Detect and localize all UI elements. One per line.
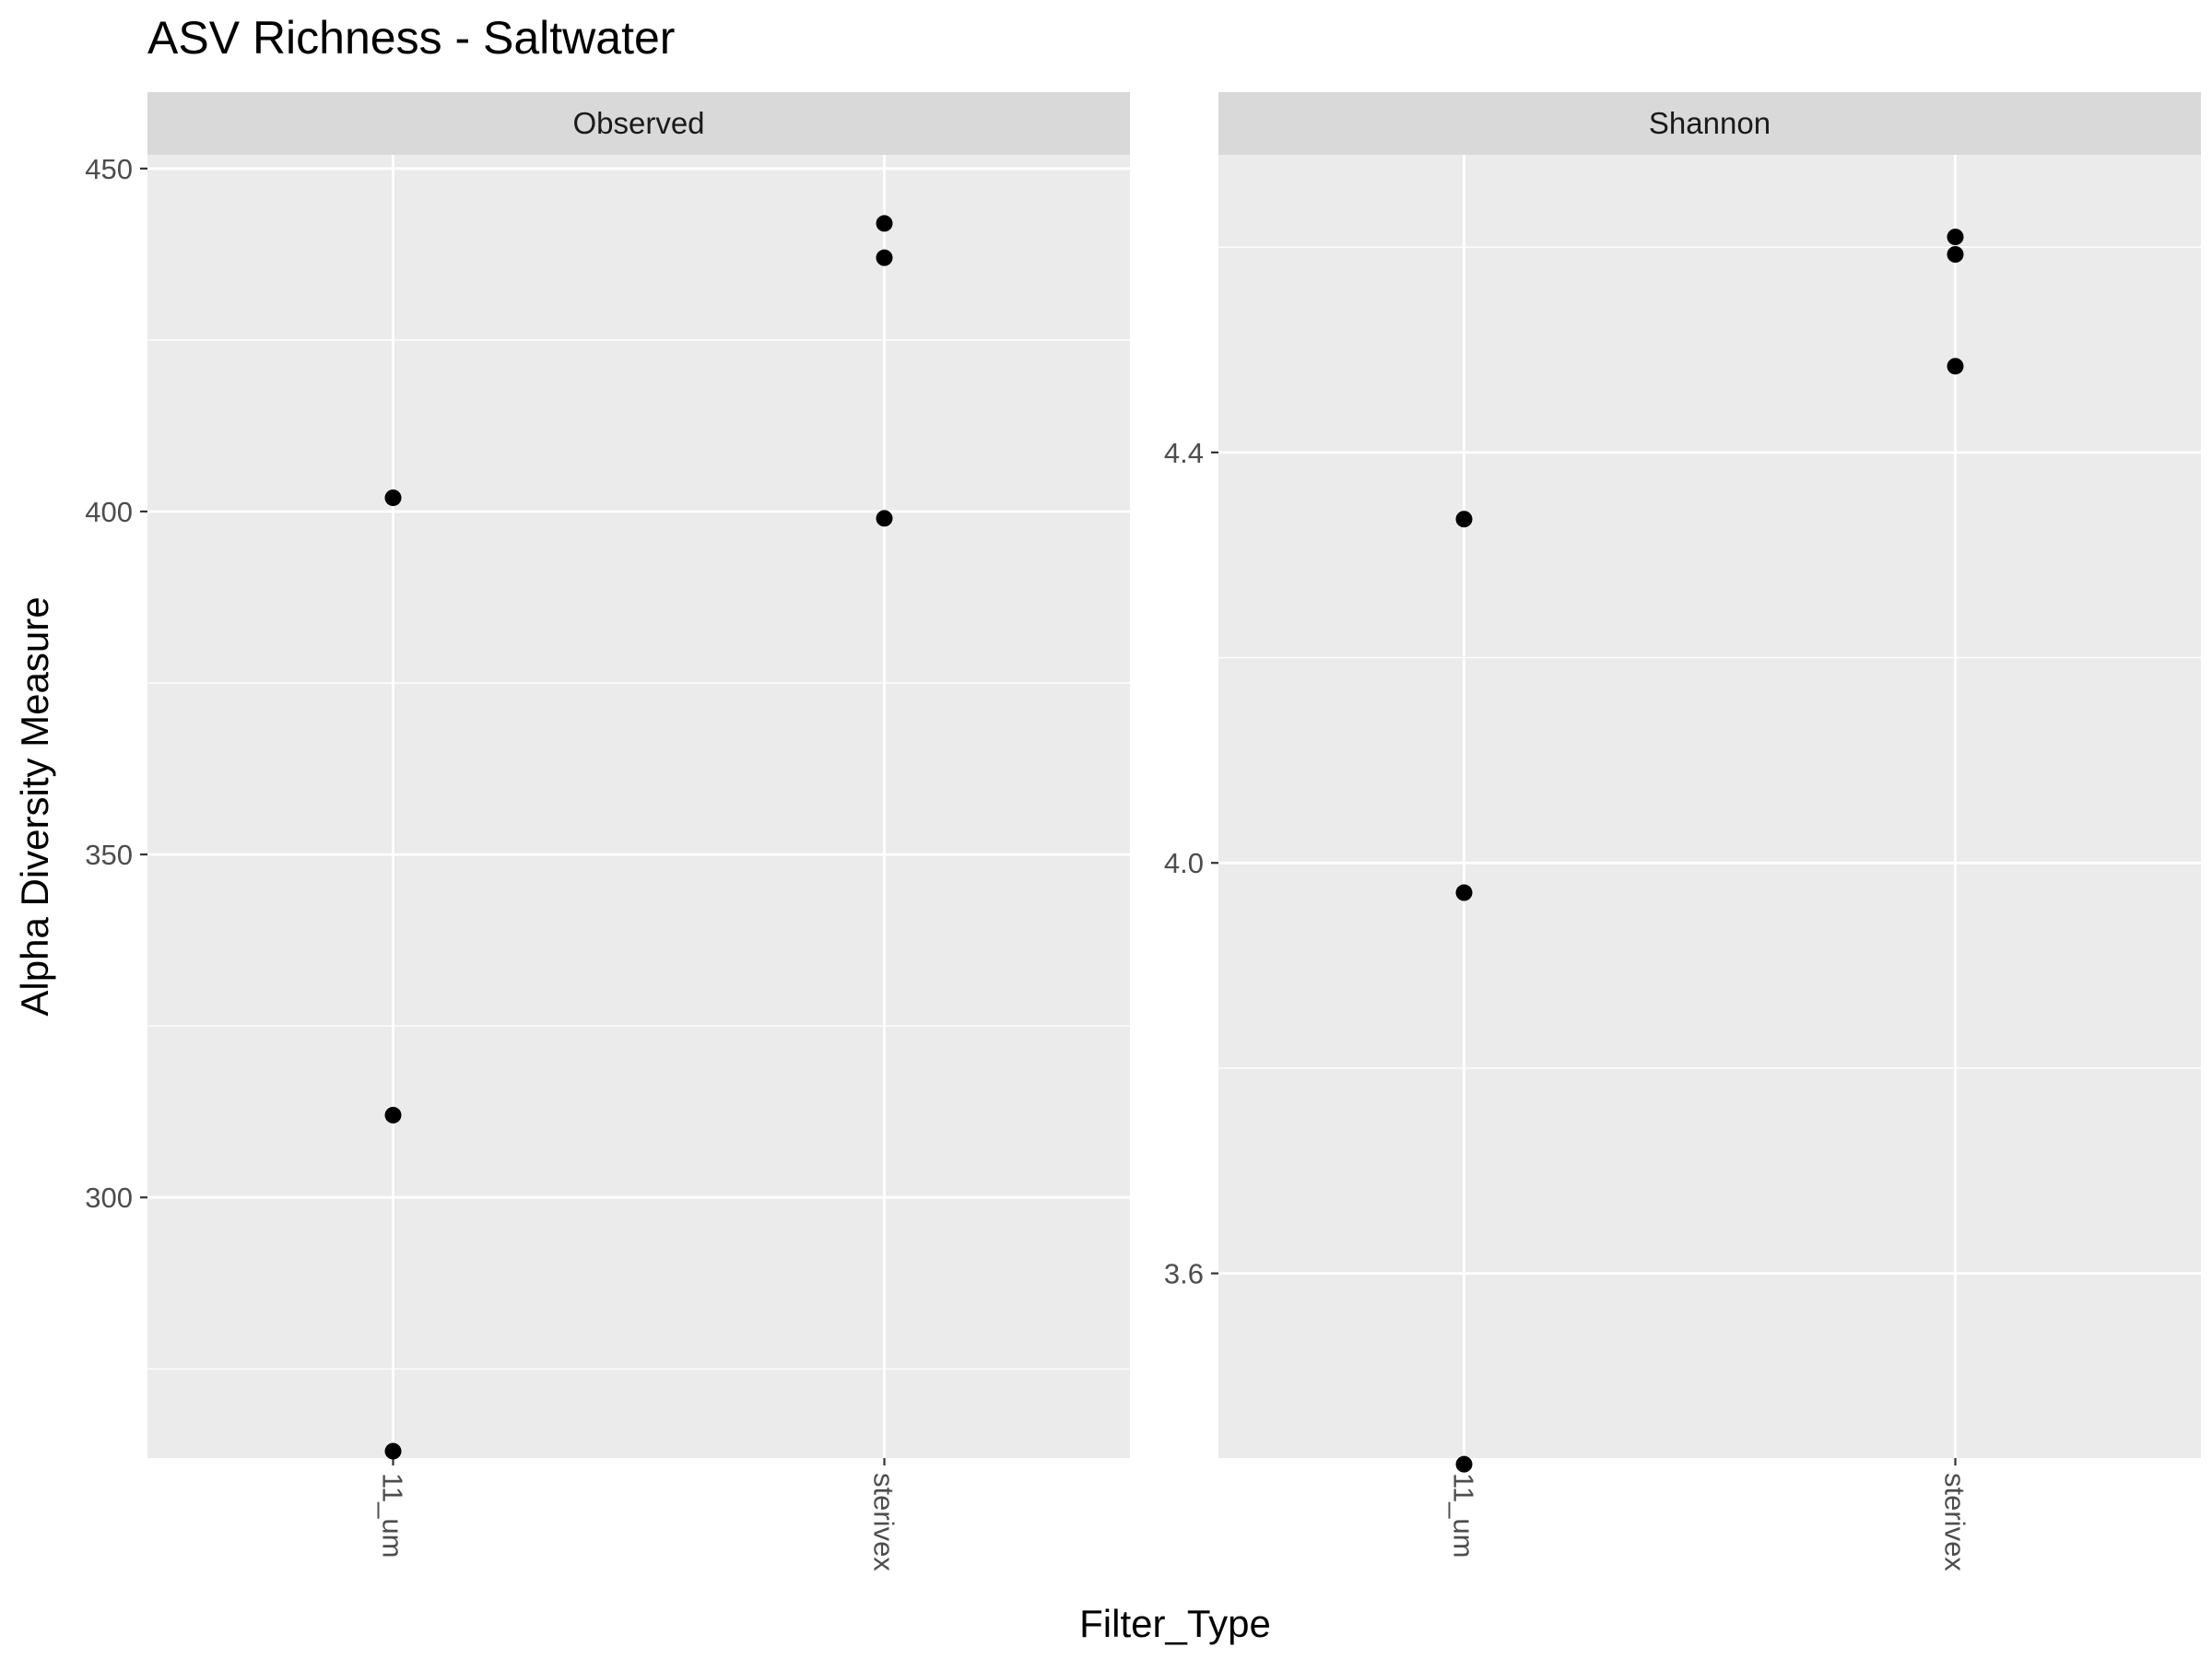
facet-panel-observed: Observed 300 350 400 450 11_um sterivex — [85, 92, 1130, 1571]
data-point — [1455, 511, 1473, 528]
plot-panel-background — [1218, 155, 2201, 1458]
y-tick-label: 300 — [85, 1182, 133, 1214]
y-tick-label: 400 — [85, 496, 133, 528]
y-tick-label: 450 — [85, 153, 133, 185]
data-point — [384, 1442, 402, 1460]
data-point — [1947, 358, 1964, 375]
y-tick-label: 350 — [85, 839, 133, 871]
data-point — [1947, 245, 1964, 263]
x-tick-label: 11_um — [1448, 1473, 1480, 1559]
data-point — [876, 215, 893, 232]
data-point — [384, 1106, 402, 1124]
x-tick-label: sterivex — [868, 1473, 900, 1571]
y-axis-label: Alpha Diversity Measure — [13, 596, 56, 1016]
x-tick-label: 11_um — [377, 1473, 409, 1559]
data-point — [384, 489, 402, 507]
data-point — [876, 249, 893, 266]
data-point — [876, 510, 893, 527]
facet-strip — [1218, 92, 2201, 155]
data-point — [1455, 1455, 1473, 1473]
facet-strip — [147, 92, 1130, 155]
y-tick-label: 4.4 — [1164, 437, 1204, 469]
facet-strip-label: Observed — [572, 106, 704, 140]
data-point — [1455, 884, 1473, 901]
plot-panel-background — [147, 155, 1130, 1458]
x-axis-label: Filter_Type — [1079, 1602, 1271, 1645]
y-tick-label: 3.6 — [1164, 1258, 1204, 1290]
chart-title: ASV Richness - Saltwater — [147, 12, 675, 64]
facet-strip-label: Shannon — [1649, 106, 1771, 140]
facet-panel-shannon: Shannon 3.6 4.0 4.4 11_um sterivex — [1164, 92, 2201, 1571]
x-tick-label: sterivex — [1939, 1473, 1971, 1571]
y-tick-label: 4.0 — [1164, 847, 1204, 879]
data-point — [1947, 229, 1964, 246]
